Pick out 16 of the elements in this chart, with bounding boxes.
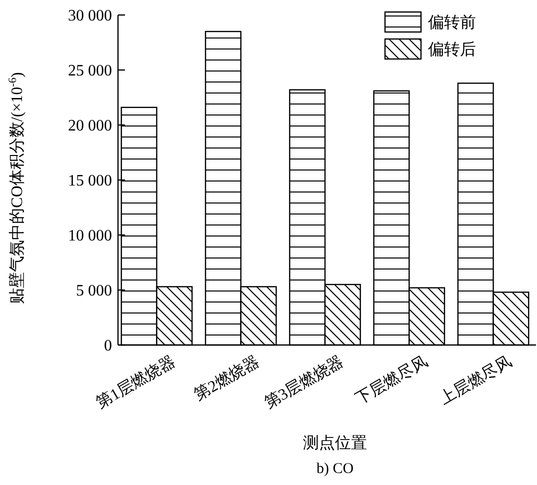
legend-label: 偏转前 [428, 14, 476, 32]
y-tick-label: 20 000 [68, 118, 112, 135]
x-tick-label: 第1层燃烧器 [93, 352, 178, 412]
y-tick-label: 15 000 [68, 172, 112, 190]
y-tick-label: 30 000 [68, 8, 112, 25]
text: b) CO [316, 461, 354, 477]
y-tick-label: 5 000 [76, 282, 112, 300]
x-tick-label: 第3层燃烧器 [261, 352, 347, 412]
x-tick-label: 上层燃尽风 [436, 352, 515, 408]
y-tick-label: 0 [104, 338, 112, 355]
legend-label: 偏转后 [428, 40, 476, 59]
x-tick-label: 第2燃烧器 [191, 352, 262, 404]
y-tick-label: 25 000 [68, 62, 112, 80]
x-tick-label: 下层燃尽风 [352, 353, 431, 408]
y-tick-label: 10 000 [68, 228, 112, 245]
x-axis-title: 测点位置 [303, 434, 367, 452]
